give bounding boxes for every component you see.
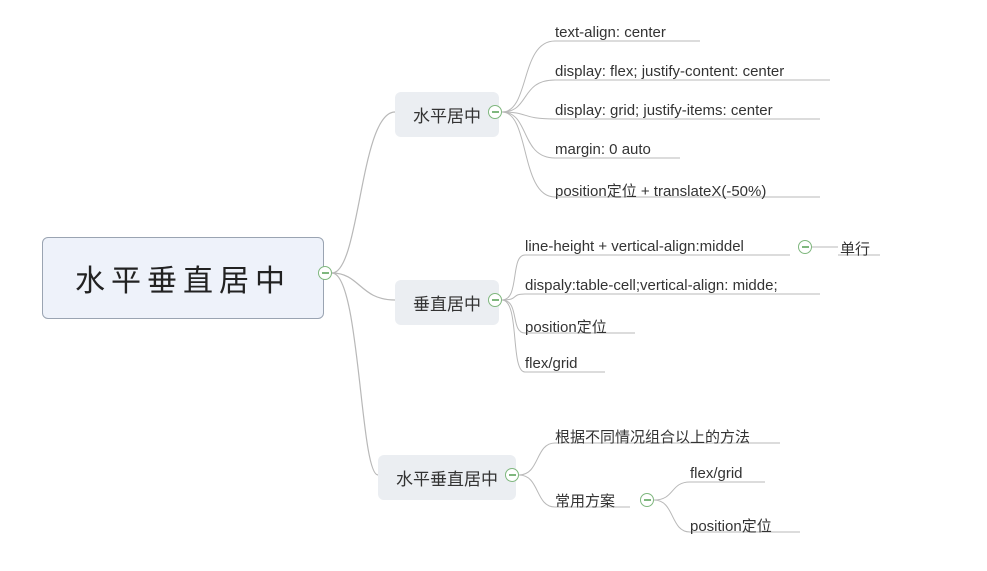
leaf-h-1[interactable]: display: flex; justify-content: center	[555, 63, 784, 80]
leaf-h-4[interactable]: position定位 + translateX(-50%)	[555, 180, 766, 201]
leaf-h-2[interactable]: display: grid; justify-items: center	[555, 102, 773, 119]
expander-horizontal[interactable]	[488, 105, 502, 119]
expander-b-1-sub[interactable]	[640, 493, 654, 507]
leaf-v-3[interactable]: flex/grid	[525, 355, 578, 372]
branch-horizontal[interactable]: 水平居中	[395, 92, 499, 137]
leaf-v-2[interactable]: position定位	[525, 316, 607, 337]
leaf-b-1-sub1[interactable]: position定位	[690, 515, 772, 536]
branch-vertical[interactable]: 垂直居中	[395, 280, 499, 325]
branch-both[interactable]: 水平垂直居中	[378, 455, 516, 500]
root-node[interactable]: 水平垂直居中	[42, 237, 324, 319]
leaf-v-0[interactable]: line-height + vertical-align:middel	[525, 238, 744, 255]
leaf-b-1[interactable]: 常用方案	[555, 490, 615, 511]
leaf-b-0[interactable]: 根据不同情况组合以上的方法	[555, 426, 750, 447]
leaf-v-1[interactable]: dispaly:table-cell;vertical-align: midde…	[525, 277, 778, 294]
leaf-h-0[interactable]: text-align: center	[555, 24, 666, 41]
expander-root[interactable]	[318, 266, 332, 280]
leaf-b-1-sub0[interactable]: flex/grid	[690, 465, 743, 482]
leaf-v-0-sub[interactable]: 单行	[840, 238, 870, 259]
expander-v-0-sub[interactable]	[798, 240, 812, 254]
expander-vertical[interactable]	[488, 293, 502, 307]
expander-both[interactable]	[505, 468, 519, 482]
leaf-h-3[interactable]: margin: 0 auto	[555, 141, 651, 158]
